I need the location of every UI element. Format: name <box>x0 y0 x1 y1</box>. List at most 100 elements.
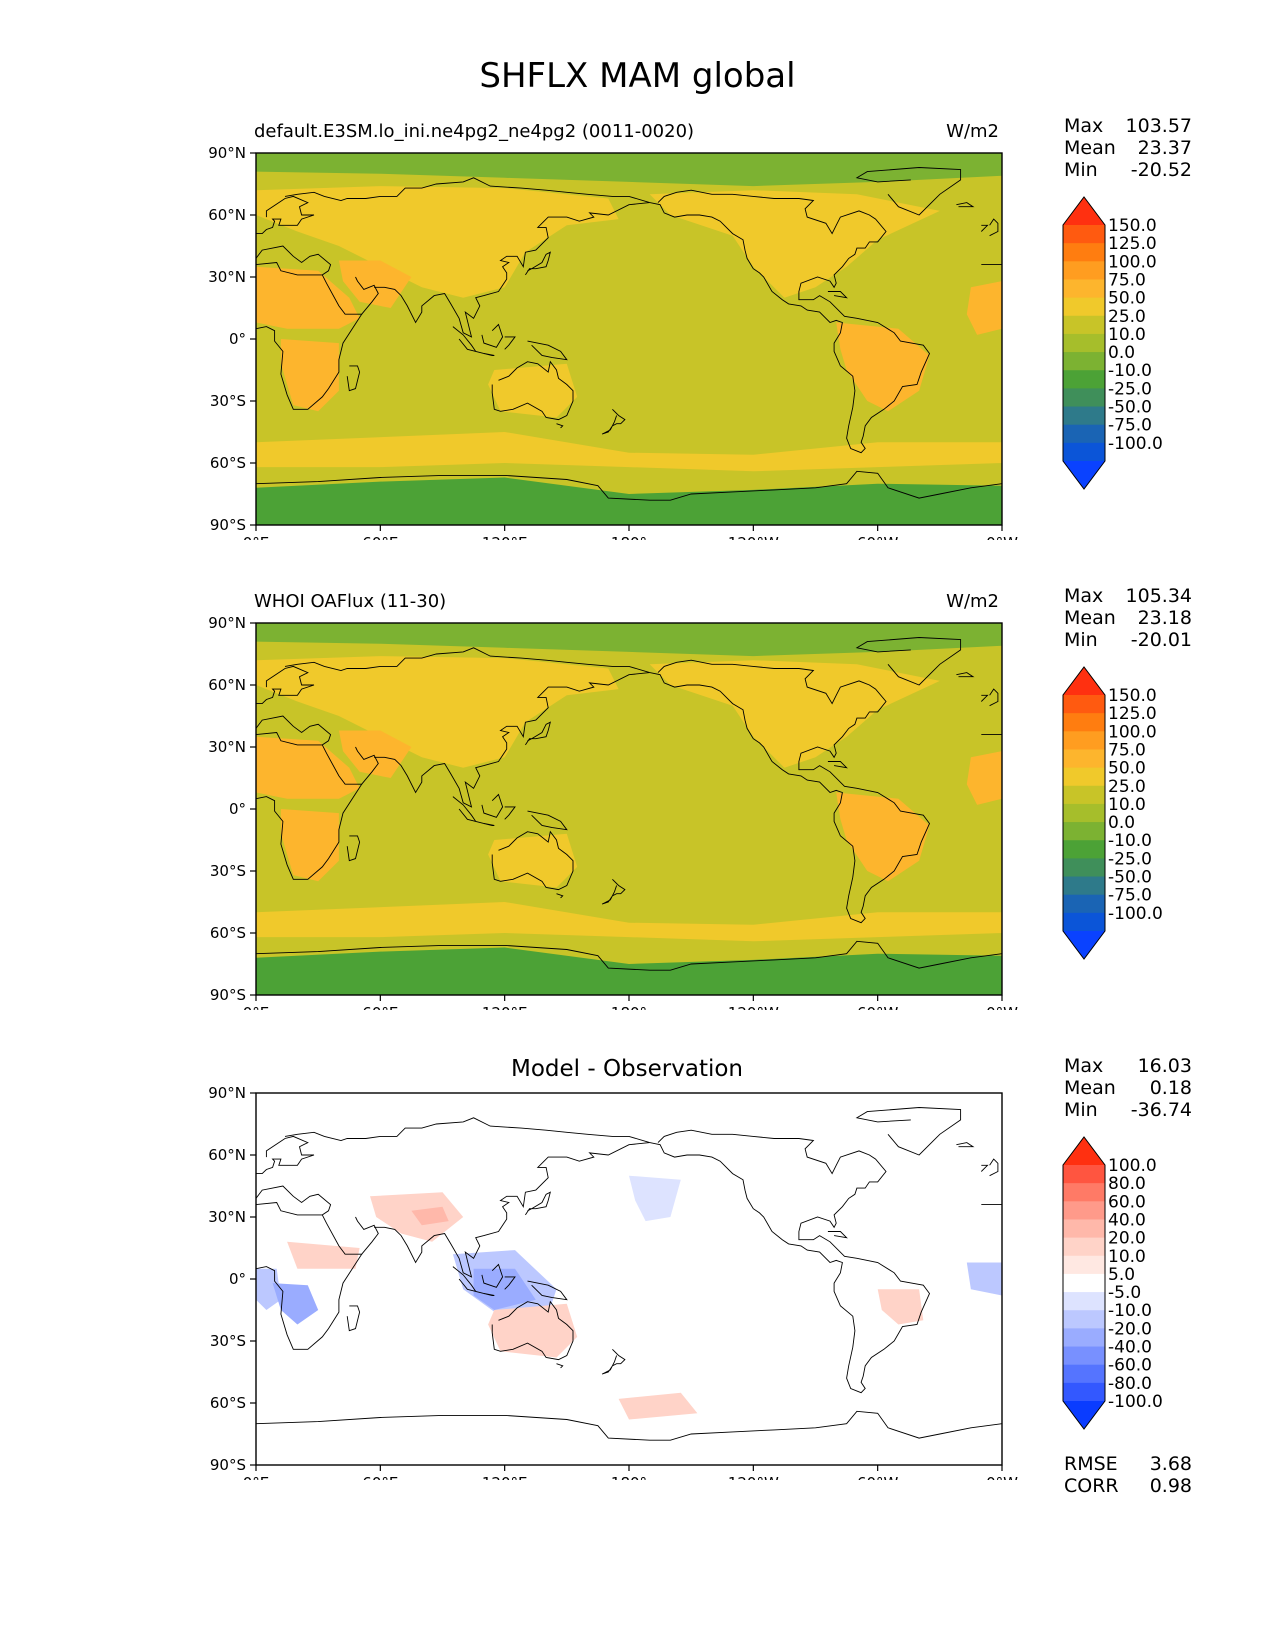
y-tick-label: 0° <box>229 1270 246 1288</box>
coastline <box>525 251 551 276</box>
colorbar-level-label: 100.0 <box>1108 1156 1157 1176</box>
x-tick-label: 0°W <box>986 534 1018 540</box>
panel-stats: Max 16.03 Mean 0.18 Min -36.74 <box>1064 1055 1192 1121</box>
coastline <box>256 274 363 410</box>
colorbar-segment <box>1063 225 1105 244</box>
coastlines <box>256 1107 1002 1441</box>
coastline <box>601 408 626 435</box>
coastline <box>989 688 999 707</box>
x-tick-label: 180° <box>611 1004 647 1010</box>
colorbar-segment <box>1063 822 1105 841</box>
colorbar-level-label: 80.0 <box>1108 1174 1146 1194</box>
model-map: 0°E 60°E 120°E 180° 120°W 60°W 0°W 90°N 60°N 30°N… <box>208 144 1163 540</box>
coastline <box>827 291 848 299</box>
colorbar-level-label: -10.0 <box>1108 831 1152 851</box>
mean-value: 23.18 <box>1137 607 1192 629</box>
coastline <box>374 202 650 338</box>
coastline <box>649 189 931 454</box>
region-north-africa <box>256 266 360 329</box>
x-tick-label: 0°W <box>986 1474 1018 1480</box>
colorbar-segment <box>1063 333 1105 353</box>
coastline <box>284 1117 650 1144</box>
colorbar-level-label: -100.0 <box>1108 1392 1163 1412</box>
colorbar: 150.0125.0100.075.050.025.010.00.0-10.0-… <box>1062 196 1163 490</box>
colorbar-level-label: 60.0 <box>1108 1192 1146 1212</box>
colorbar-level-label: 50.0 <box>1108 759 1146 779</box>
colorbar-segment <box>1063 1237 1105 1257</box>
colorbar: 100.080.060.040.020.010.05.0-5.0-10.0-20… <box>1062 1136 1163 1430</box>
colorbar-level-label: 50.0 <box>1108 289 1146 309</box>
colorbar-segment <box>1063 1183 1105 1202</box>
coastline <box>256 1410 1002 1441</box>
colorbar-segment <box>1063 1201 1105 1220</box>
min-label: Min <box>1064 629 1098 651</box>
colorbar-segment <box>1063 243 1105 262</box>
colorbar-level-label: 40.0 <box>1108 1210 1146 1230</box>
colorbar-level-label: 75.0 <box>1108 740 1146 760</box>
corr-value: 0.98 <box>1149 1475 1192 1497</box>
max-label: Max <box>1064 585 1104 607</box>
colorbar-top-extend <box>1063 1137 1105 1165</box>
colorbar-segment <box>1063 1292 1105 1311</box>
coastline <box>475 820 495 826</box>
colorbar-segment <box>1063 858 1105 878</box>
coastline <box>491 830 574 891</box>
y-tick-label: 0° <box>229 800 246 818</box>
colorbar-segment <box>1063 315 1105 335</box>
coastline <box>980 1164 989 1172</box>
coastline <box>256 1185 332 1216</box>
colorbar-level-label: 150.0 <box>1108 686 1157 706</box>
min-value: -36.74 <box>1130 1099 1192 1121</box>
coastline <box>346 365 361 392</box>
coastline <box>346 835 361 862</box>
colorbar-level-label: -25.0 <box>1108 379 1152 399</box>
colorbar-segment <box>1063 388 1105 408</box>
region-north-pacific <box>629 1175 681 1222</box>
colorbar-segment <box>1063 840 1105 859</box>
region-middle-east <box>338 260 412 308</box>
coastline <box>355 276 379 315</box>
region-eurasia <box>256 186 619 298</box>
region-brazil <box>877 1289 924 1325</box>
x-tick-label: 180° <box>611 1474 647 1480</box>
colorbar-level-label: 25.0 <box>1108 777 1146 797</box>
x-tick-label: 0°E <box>243 534 270 540</box>
colorbar-segment <box>1063 876 1105 896</box>
region-south-america <box>836 322 930 412</box>
x-tick-label: 120°W <box>728 1474 779 1480</box>
colorbar-segment <box>1063 297 1105 317</box>
coastline <box>256 744 363 880</box>
panel-stats: Max 105.34 Mean 23.18 Min -20.01 <box>1064 585 1192 651</box>
coastline <box>475 350 495 356</box>
coastline <box>256 715 332 746</box>
coastline <box>956 672 975 678</box>
region-sahel <box>287 1241 360 1269</box>
x-tick-label: 60°E <box>362 1004 398 1010</box>
observation-map: 0°E 60°E 120°E 180° 120°W 60°W 0°W 90°N 60°N 30°N… <box>208 614 1163 1010</box>
max-value: 105.34 <box>1125 585 1192 607</box>
colorbar-segment <box>1063 1219 1105 1239</box>
figure-title: SHFLX MAM global <box>479 56 796 96</box>
coastline <box>556 893 564 899</box>
difference-map: 0°E 60°E 120°E 180° 120°W 60°W 0°W 90°N 60°N 30°N… <box>208 1084 1163 1480</box>
colorbar-level-label: 125.0 <box>1108 704 1157 724</box>
x-tick-label: 60°W <box>857 1004 899 1010</box>
colorbar-segment <box>1063 767 1105 787</box>
colorbar-level-label: -10.0 <box>1108 361 1152 381</box>
x-tick-label: 60°E <box>362 534 398 540</box>
colorbar-segment <box>1063 1346 1105 1366</box>
y-tick-label: 30°S <box>210 862 246 880</box>
coastline <box>855 167 962 216</box>
observation-panel: 0°E 60°E 120°E 180° 120°W 60°W 0°W 90°N 60°N 30°N… <box>0 470 1275 1010</box>
coastline <box>525 1191 551 1216</box>
colorbar-level-label: -100.0 <box>1108 904 1163 924</box>
region-maritime-core <box>473 1268 536 1310</box>
coastline <box>855 637 962 686</box>
min-value: -20.01 <box>1130 629 1192 651</box>
colorbar-top-extend <box>1063 197 1105 225</box>
x-tick-label: 120°W <box>728 534 779 540</box>
panel-title-left: WHOI OAFlux (11-30) <box>254 591 447 612</box>
colorbar-level-label: 0.0 <box>1108 343 1135 363</box>
coastline <box>855 1107 962 1156</box>
coastline <box>989 1158 999 1177</box>
